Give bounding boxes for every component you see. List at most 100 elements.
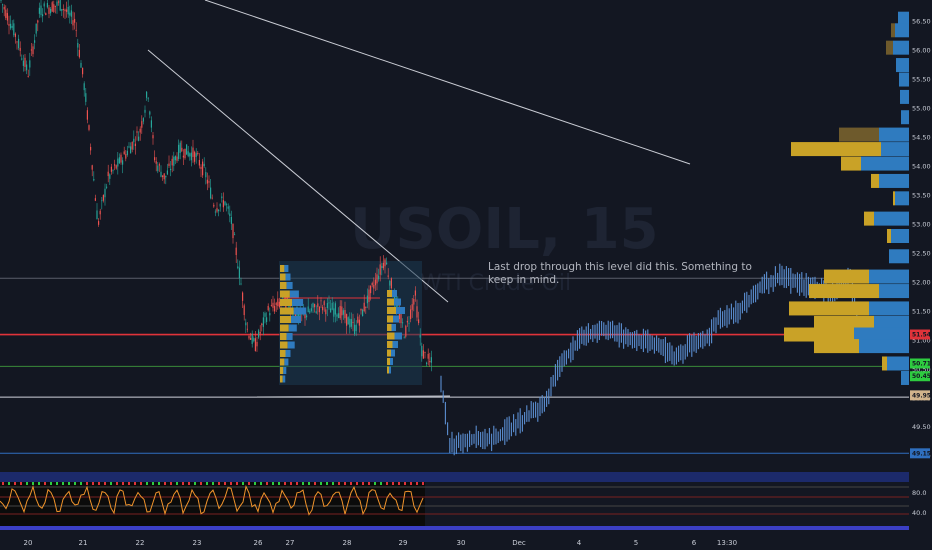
annotation-text: Last drop through this level did this. S… [488, 261, 752, 273]
candle-body [77, 42, 79, 48]
y-tick-label: 55.00 [912, 105, 931, 113]
candle-body [326, 303, 328, 309]
volume-profile-bar [889, 249, 909, 264]
candle-body [112, 170, 114, 172]
candle-body [102, 194, 104, 201]
candle-body [118, 157, 120, 164]
oscillator-marker [248, 482, 250, 485]
box-profile-bar [387, 366, 389, 374]
candle-body [429, 360, 431, 363]
candle-body [110, 166, 112, 172]
oscillator-marker [344, 482, 346, 485]
candle-body [46, 3, 48, 8]
candle-body [358, 319, 360, 326]
box-profile-bar [393, 315, 399, 323]
box-profile-bar [392, 341, 398, 348]
box-profile-bar [291, 316, 301, 323]
volume-profile-bar [886, 40, 893, 55]
candle-body [138, 136, 140, 141]
candle-body [418, 319, 420, 324]
candle-body [266, 317, 268, 322]
candle-body [190, 152, 192, 161]
candle-body [219, 203, 221, 207]
watermark-title: USOIL, 15 [350, 197, 659, 262]
oscillator-marker [422, 482, 424, 485]
y-tick-label: 53.00 [912, 220, 931, 228]
candle-body [261, 323, 263, 326]
volume-profile-bar [814, 339, 859, 354]
candle-body [226, 204, 228, 206]
candle-body [107, 171, 109, 177]
candle-body [67, 6, 69, 15]
oscillator-marker [38, 482, 40, 485]
candle-body [378, 275, 380, 280]
oscillator-marker [194, 482, 196, 485]
volume-profile-bar [893, 40, 909, 55]
oscillator-marker [410, 482, 412, 485]
candle-body [56, 1, 58, 6]
candle-body [216, 208, 218, 212]
x-tick-label: 26 [254, 539, 263, 547]
oscillator-marker [134, 482, 136, 485]
trend-line [147, 49, 449, 303]
candle-body [405, 325, 407, 337]
candle-body [408, 322, 410, 324]
candle-body [24, 57, 26, 67]
candle-body [184, 148, 186, 159]
box-profile-bar [387, 349, 391, 357]
volume-profile-bar [901, 370, 909, 385]
candle-body [174, 156, 176, 161]
candle-body [243, 305, 245, 316]
candle-body [344, 310, 346, 319]
y-tick-label: 50.50 [912, 365, 931, 373]
candle-body [21, 58, 23, 60]
volume-profile-bar [814, 315, 874, 330]
oscillator-marker [374, 482, 376, 485]
box-profile-bar [288, 324, 297, 332]
oscillator-marker [116, 482, 118, 485]
candle-body [62, 9, 64, 10]
box-profile-bar [292, 299, 304, 306]
candle-body [310, 308, 312, 311]
oscillator-marker [212, 482, 214, 485]
candle-body [318, 306, 320, 313]
oscillator-marker [56, 482, 58, 485]
candle-body [162, 175, 164, 178]
candle-body [379, 264, 381, 275]
candle-body [120, 154, 122, 163]
candle-body [166, 170, 168, 175]
candle-body [197, 152, 199, 155]
oscillator-marker [2, 482, 4, 485]
oscillator-marker [242, 482, 244, 485]
candle-body [173, 156, 175, 166]
candle-body [334, 303, 336, 315]
volume-profile-bar [871, 173, 879, 188]
candle-body [314, 303, 316, 308]
candle-body [400, 314, 402, 324]
candle-body [152, 135, 154, 139]
candle-body [384, 259, 386, 267]
candle-body [366, 295, 368, 304]
candle-body [104, 188, 106, 198]
candle-body [422, 350, 424, 359]
oscillator-marker [356, 482, 358, 485]
volume-profile-bar [869, 269, 909, 284]
candle-body [115, 165, 117, 169]
candle-body [360, 308, 362, 311]
candle-body [430, 357, 432, 363]
candle-body [246, 328, 248, 330]
candle-body [312, 303, 314, 308]
candle-body [64, 9, 66, 12]
price-tag-label: 51.54 [912, 332, 931, 339]
candle-body [232, 223, 234, 239]
oscillator-marker [8, 482, 10, 485]
box-profile-bar [387, 307, 396, 314]
box-profile-bar [282, 375, 286, 383]
watermark-subtitle: WTI Crude Oil [420, 271, 571, 296]
oscillator-marker [368, 482, 370, 485]
candle-body [32, 46, 34, 55]
candle-body [218, 209, 220, 212]
candle-body [426, 362, 428, 365]
